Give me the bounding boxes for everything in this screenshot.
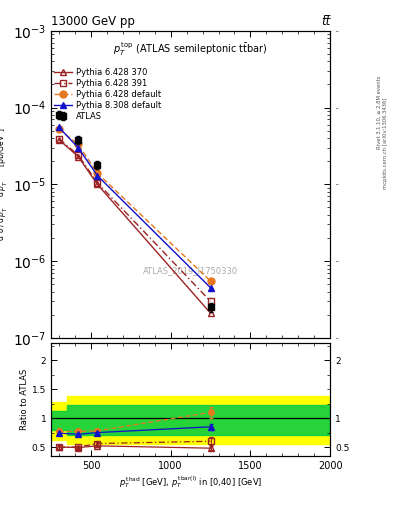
Line: Pythia 8.308 default: Pythia 8.308 default	[55, 124, 214, 291]
Pythia 8.308 default	[95, 173, 100, 179]
Y-axis label: Ratio to ATLAS: Ratio to ATLAS	[20, 369, 29, 430]
Pythia 6.428 370	[57, 137, 61, 143]
Pythia 6.428 default	[76, 141, 81, 147]
Pythia 6.428 391	[57, 136, 61, 142]
Legend: Pythia 6.428 370, Pythia 6.428 391, Pythia 6.428 default, Pythia 8.308 default, : Pythia 6.428 370, Pythia 6.428 391, Pyth…	[54, 68, 162, 121]
Pythia 6.428 370	[76, 154, 81, 160]
Pythia 8.308 default	[208, 285, 213, 291]
Text: $p_T^{\,\mathrm{top}}$ (ATLAS semileptonic t$\bar{\mathrm{t}}$bar): $p_T^{\,\mathrm{top}}$ (ATLAS semilepton…	[114, 40, 268, 58]
Pythia 6.428 391	[208, 298, 213, 304]
Line: Pythia 6.428 default: Pythia 6.428 default	[55, 126, 214, 285]
Line: Pythia 6.428 370: Pythia 6.428 370	[55, 136, 214, 316]
Text: mcplots.cern.ch [arXiv:1306.3436]: mcplots.cern.ch [arXiv:1306.3436]	[383, 98, 387, 189]
Pythia 6.428 391	[95, 180, 100, 186]
Pythia 6.428 391	[76, 152, 81, 158]
Pythia 8.308 default	[76, 144, 81, 151]
X-axis label: $p_T^{\,\mathrm{thad}}$ [GeV], $p_T^{\,\mathrm{tbar(l)}}$ in [0,40] [GeV]: $p_T^{\,\mathrm{thad}}$ [GeV], $p_T^{\,\…	[119, 475, 262, 490]
Y-axis label: $\mathrm{d}^2\sigma\,/\,\mathrm{d}\,p_T^{\,\mathrm{thad}}\,\mathrm{d}\,p_T^{\,\m: $\mathrm{d}^2\sigma\,/\,\mathrm{d}\,p_T^…	[0, 127, 10, 241]
Text: tt̅: tt̅	[321, 15, 330, 28]
Text: 13000 GeV pp: 13000 GeV pp	[51, 15, 135, 28]
Pythia 6.428 default	[208, 278, 213, 284]
Pythia 8.308 default	[57, 124, 61, 131]
Text: Rivet 3.1.10, ≥ 2.8M events: Rivet 3.1.10, ≥ 2.8M events	[377, 76, 382, 150]
Pythia 6.428 default	[57, 126, 61, 133]
Text: ATLAS_2019_I1750330: ATLAS_2019_I1750330	[143, 266, 238, 275]
Pythia 6.428 default	[95, 170, 100, 176]
Pythia 6.428 370	[95, 181, 100, 187]
Pythia 6.428 370	[208, 310, 213, 316]
Line: Pythia 6.428 391: Pythia 6.428 391	[55, 136, 214, 305]
